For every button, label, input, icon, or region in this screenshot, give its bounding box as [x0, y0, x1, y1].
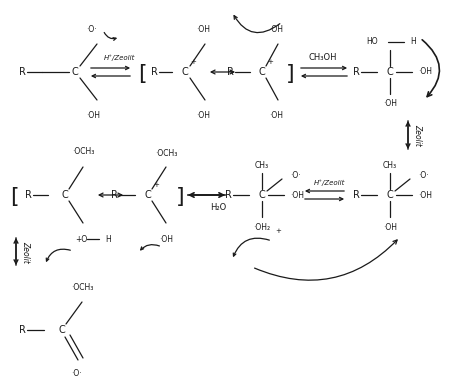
Text: H: H [105, 235, 111, 244]
Text: ·OH: ·OH [86, 112, 100, 120]
Text: R: R [353, 67, 359, 77]
Text: ·OH: ·OH [383, 100, 397, 108]
Text: C: C [387, 190, 393, 200]
Text: R: R [18, 67, 26, 77]
Text: R: R [18, 325, 26, 335]
Text: ·O·: ·O· [86, 25, 96, 34]
Text: C: C [387, 67, 393, 77]
Text: R: R [225, 190, 231, 200]
Text: +: + [190, 59, 196, 65]
Text: ·OCH₃: ·OCH₃ [71, 283, 93, 291]
Text: [: [ [137, 64, 146, 84]
Text: C: C [182, 67, 188, 77]
Text: H: H [410, 37, 416, 46]
Text: C: C [72, 67, 78, 77]
Text: C: C [59, 325, 65, 335]
Text: ·OH: ·OH [418, 191, 432, 200]
Text: +: + [267, 59, 273, 65]
Text: R: R [25, 190, 31, 200]
Text: C: C [259, 190, 265, 200]
Text: ·OH: ·OH [383, 222, 397, 232]
Text: R: R [353, 190, 359, 200]
Text: ·OH: ·OH [196, 112, 210, 120]
Text: ·OCH₃: ·OCH₃ [155, 149, 177, 157]
Text: H⁺/Zeolit: H⁺/Zeolit [314, 179, 346, 186]
Text: ·OH: ·OH [196, 24, 210, 34]
Text: R: R [110, 190, 118, 200]
Text: R: R [151, 67, 157, 77]
Text: C: C [145, 190, 151, 200]
Text: ]: ] [286, 64, 294, 84]
Text: R: R [227, 67, 233, 77]
Text: H⁺/Zeolit: H⁺/Zeolit [104, 55, 136, 61]
Text: [: [ [9, 187, 18, 207]
Text: ]: ] [176, 187, 184, 207]
Text: CH₃: CH₃ [383, 161, 397, 169]
Text: ·OH: ·OH [418, 68, 432, 76]
Text: +: + [153, 182, 159, 188]
Text: C: C [259, 67, 265, 77]
Text: ·OH: ·OH [269, 112, 283, 120]
Text: ·O·: ·O· [418, 171, 428, 179]
Text: ·O·: ·O· [71, 369, 82, 379]
Text: CH₃: CH₃ [255, 161, 269, 169]
Text: HO: HO [366, 37, 378, 46]
Text: +: + [275, 228, 281, 234]
Text: ·OH₂: ·OH₂ [254, 222, 271, 232]
Text: +O: +O [75, 235, 87, 244]
Text: C: C [62, 190, 68, 200]
Text: ·OH: ·OH [269, 24, 283, 34]
Text: ·O·: ·O· [290, 171, 301, 179]
Text: ·OCH₃: ·OCH₃ [72, 147, 94, 156]
Text: Zeolit: Zeolit [21, 241, 30, 263]
Text: Zeolit: Zeolit [413, 124, 422, 146]
Text: CH₃OH: CH₃OH [309, 54, 337, 63]
Text: H₂O: H₂O [210, 203, 226, 213]
Text: ·OH: ·OH [290, 191, 304, 200]
Text: ·OH: ·OH [159, 235, 173, 244]
